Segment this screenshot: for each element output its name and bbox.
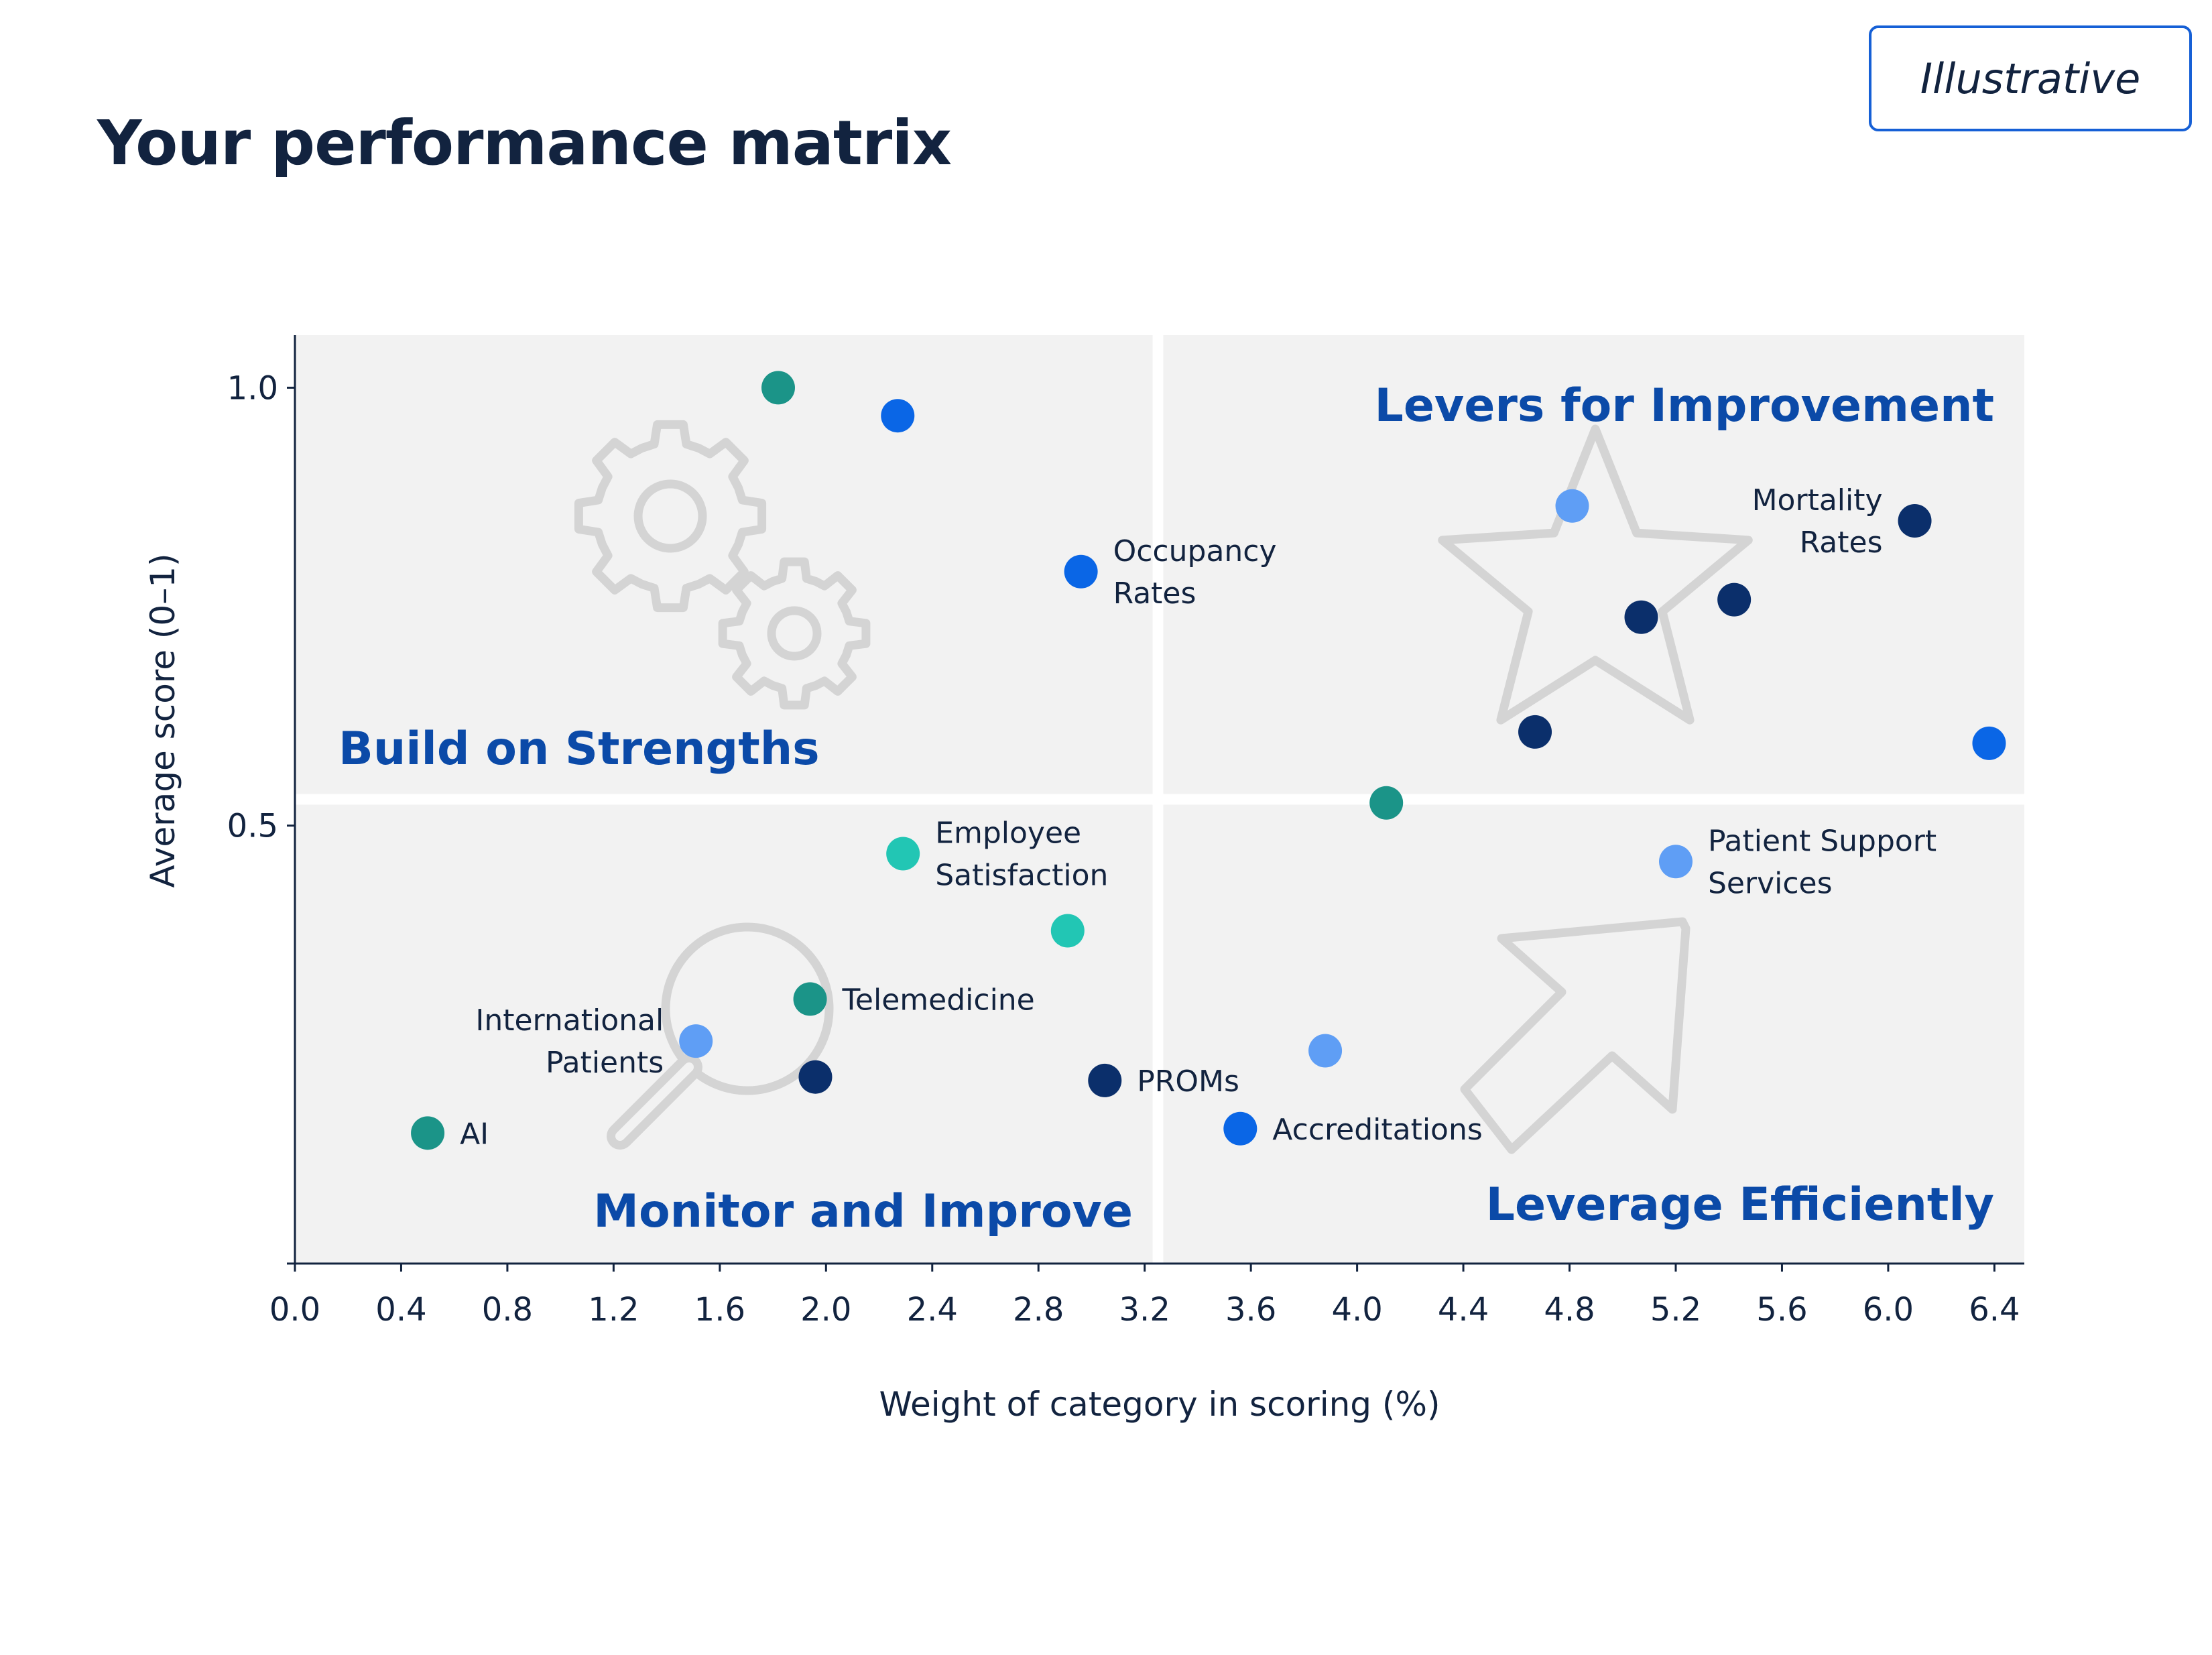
- star-icon: [1438, 424, 1753, 725]
- point-label: PROMs: [1137, 1064, 1239, 1099]
- x-tick-label: 3.2: [1119, 1291, 1170, 1329]
- data-point: [1624, 600, 1658, 634]
- point-label: Services: [1708, 866, 1833, 900]
- point-label: Patients: [546, 1046, 664, 1080]
- x-tick-label: 0.4: [375, 1291, 426, 1329]
- x-tick-label: 3.6: [1225, 1291, 1276, 1329]
- point-label: Occupancy: [1113, 534, 1277, 568]
- x-tick-label: 6.0: [1863, 1291, 1914, 1329]
- data-point: [1717, 583, 1752, 617]
- data-point: [881, 399, 915, 433]
- data-point: [761, 371, 795, 405]
- x-tick-label: 5.6: [1756, 1291, 1807, 1329]
- gear-icon-hole: [633, 479, 707, 553]
- data-points: [411, 371, 2006, 1150]
- data-point: [1369, 786, 1404, 820]
- decorative-icons: [574, 420, 1753, 1154]
- quadrant-title-levers-for-improvement: Levers for Improvement: [1374, 379, 1994, 432]
- magnifier-icon: [607, 922, 834, 1150]
- arrow-up-right-icon: [1460, 917, 1691, 1154]
- x-axis-label: Weight of category in scoring (%): [879, 1385, 1440, 1424]
- y-tick-label: 0.5: [227, 808, 278, 845]
- point-label: Rates: [1800, 526, 1883, 560]
- quadrant-bottom-right: [1163, 804, 2024, 1264]
- data-point: [798, 1060, 833, 1094]
- illustrative-badge: Illustrative: [1869, 25, 2192, 131]
- data-point: [679, 1024, 713, 1058]
- gear-icon: [574, 420, 767, 613]
- x-tick-label: 4.4: [1438, 1291, 1489, 1329]
- point-label: Mortality: [1752, 483, 1883, 517]
- point-label: AI: [460, 1117, 489, 1151]
- point-label: International: [475, 1003, 664, 1038]
- data-point: [1223, 1111, 1257, 1146]
- data-point: [1088, 1063, 1122, 1097]
- point-labels: Occupancy Rates Mortality Rates Employee Sati…: [460, 483, 1937, 1151]
- data-point: [793, 982, 827, 1016]
- quadrant-title-leverage-efficiently: Leverage Efficiently: [1486, 1178, 1994, 1231]
- x-tick-label: 1.6: [694, 1291, 745, 1329]
- point-label: Telemedicine: [842, 983, 1035, 1017]
- data-point: [1659, 845, 1693, 879]
- gear-icon-hole: [767, 606, 822, 661]
- data-point: [1555, 489, 1589, 523]
- data-point: [1518, 715, 1552, 749]
- data-point: [1972, 726, 2006, 760]
- x-tick-label: 2.8: [1013, 1291, 1064, 1329]
- point-label: Employee: [935, 816, 1081, 851]
- x-tick-label: 0.0: [269, 1291, 320, 1329]
- magnifier-handle-inner: [615, 1062, 694, 1141]
- y-axis-label: Average score (0–1): [143, 553, 182, 887]
- magnifier-lens: [661, 922, 834, 1095]
- x-tick-label: 5.2: [1650, 1291, 1701, 1329]
- x-tick-label: 2.0: [800, 1291, 851, 1329]
- quadrant-backgrounds: [295, 335, 2024, 1264]
- quadrant-top-right: [1163, 335, 2024, 794]
- x-tick-label: 4.8: [1544, 1291, 1595, 1329]
- x-tick-label: 2.4: [907, 1291, 958, 1329]
- point-label: Rates: [1113, 576, 1196, 611]
- gear-icon: [718, 557, 871, 710]
- data-point: [411, 1116, 445, 1150]
- quadrant-bottom-left: [295, 804, 1153, 1264]
- x-tick-label: 6.4: [1969, 1291, 2020, 1329]
- quadrant-top-left: [295, 335, 1153, 794]
- point-label: Accreditations: [1272, 1113, 1482, 1147]
- quadrant-title-build-on-strengths: Build on Strengths: [339, 723, 820, 776]
- x-tick-label: 0.8: [482, 1291, 533, 1329]
- quadrant-title-monitor-and-improve: Monitor and Improve: [593, 1185, 1133, 1238]
- data-point: [1050, 914, 1085, 948]
- axes: 0.0 0.4 0.8 1.2 1.6 2.0 2.4 2.8 3.2 3.6 4.0 4.4 4.8 5…: [143, 335, 2024, 1424]
- point-label: Patient Support: [1708, 824, 1937, 858]
- data-point: [886, 837, 920, 871]
- point-label: Satisfaction: [935, 859, 1108, 893]
- quadrant-titles: Build on Strengths Levers for Improvement…: [339, 379, 1994, 1238]
- data-point: [1064, 554, 1098, 589]
- x-tick-label: 1.2: [588, 1291, 639, 1329]
- page-title: Your performance matrix: [97, 107, 952, 179]
- y-tick-label: 1.0: [227, 369, 278, 407]
- data-point: [1308, 1034, 1343, 1068]
- data-point: [1898, 504, 1932, 538]
- x-tick-label: 4.0: [1331, 1291, 1382, 1329]
